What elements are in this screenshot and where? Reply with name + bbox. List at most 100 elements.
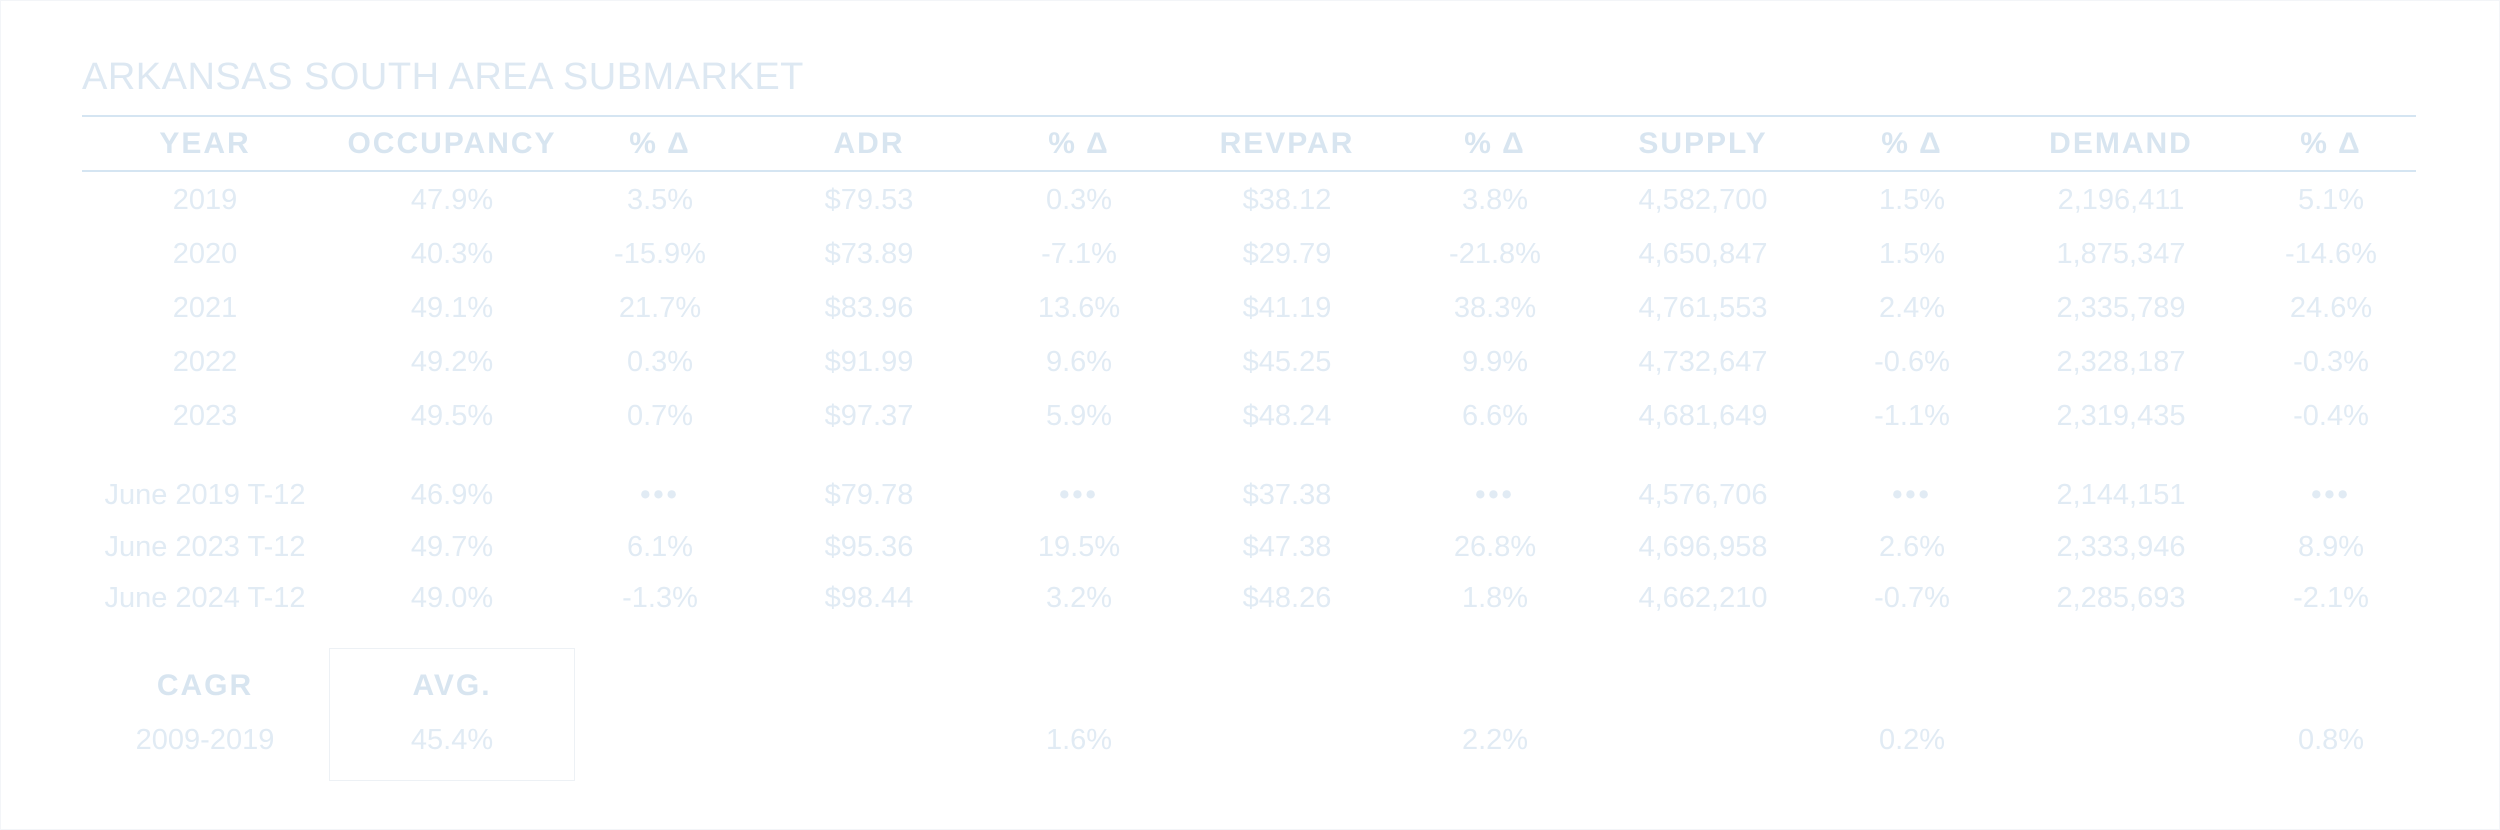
- table-cell: 4,662,210: [1638, 582, 1768, 614]
- table-cell: -14.6%: [2285, 238, 2377, 270]
- table-cell: 13.6%: [1037, 292, 1121, 324]
- column-header: ADR: [833, 127, 905, 160]
- average-label: AVG.: [412, 669, 492, 702]
- table-cell: 0.7%: [626, 400, 694, 432]
- column-header: DEMAND: [2049, 127, 2193, 160]
- table-cell: •••: [2311, 479, 2351, 511]
- table-cell: $91.99: [824, 346, 914, 378]
- table-cell: 2,328,187: [2056, 346, 2186, 378]
- header-bottom-rule: [82, 170, 2416, 172]
- table-cell: 2.6%: [1878, 531, 1946, 563]
- table-row: 2023 49.5% 0.7% $97.37 5.9% $48.24 6.6% 4,681,6…: [0, 391, 2500, 441]
- table-cell: •••: [1059, 479, 1099, 511]
- table-cell: 19.5%: [1037, 531, 1121, 563]
- table-title: ARKANSAS SOUTH AREA SUBMARKET: [82, 56, 804, 98]
- table-cell: 1.6%: [1045, 724, 1113, 756]
- table-cell: 21.7%: [618, 292, 702, 324]
- column-header: % Δ: [629, 127, 691, 160]
- table-cell: $45.25: [1242, 346, 1332, 378]
- column-header: % Δ: [2300, 127, 2362, 160]
- table-cell: -2.1%: [2293, 582, 2369, 614]
- table-cell: 1.5%: [1878, 184, 1946, 216]
- table-row: June 2024 T-12 49.0% -1.3% $98.44 3.2% $48.26…: [0, 573, 2500, 623]
- table-cell: 49.5%: [410, 400, 494, 432]
- table-cell: 38.3%: [1453, 292, 1537, 324]
- table-cell: 0.8%: [2297, 724, 2365, 756]
- table-cell: 2,285,693: [2056, 582, 2186, 614]
- table-cell: 6.6%: [1461, 400, 1529, 432]
- column-header: % Δ: [1048, 127, 1110, 160]
- table-cell: 4,696,958: [1638, 531, 1768, 563]
- table-cell: $98.44: [824, 582, 914, 614]
- table-cell: $79.78: [824, 479, 914, 511]
- table-cell: 4,761,553: [1638, 292, 1768, 324]
- table-cell: 1.5%: [1878, 238, 1946, 270]
- table-cell: $97.37: [824, 400, 914, 432]
- column-header: SUPPLY: [1638, 127, 1768, 160]
- cagr-label: CAGR: [156, 669, 254, 702]
- table-cell: 0.3%: [626, 346, 694, 378]
- table-cell: 5.1%: [2297, 184, 2365, 216]
- cagr-average-box: [329, 648, 575, 781]
- row-label: 2009-2019: [135, 724, 275, 756]
- table-cell: 2,196,411: [2057, 184, 2185, 216]
- column-header: OCCUPANCY: [347, 127, 557, 160]
- row-label: June 2019 T-12: [104, 479, 306, 511]
- table-cell: 1.8%: [1461, 582, 1529, 614]
- table-cell: 5.9%: [1045, 400, 1113, 432]
- header-row: YEAR OCCUPANCY % Δ ADR % Δ REVPAR % Δ SUPPLY % Δ…: [0, 119, 2500, 169]
- table-cell: -0.6%: [1874, 346, 1950, 378]
- table-cell: -15.9%: [614, 238, 706, 270]
- table-cell: $41.19: [1242, 292, 1332, 324]
- table-cell: $73.89: [824, 238, 914, 270]
- table-cell: 1,875,347: [2056, 238, 2186, 270]
- table-cell: -21.8%: [1449, 238, 1541, 270]
- row-label: 2022: [172, 346, 238, 378]
- table-cell: $29.79: [1242, 238, 1332, 270]
- table-cell: 47.9%: [410, 184, 494, 216]
- table-cell: 49.7%: [410, 531, 494, 563]
- table-cell: 4,576,706: [1638, 479, 1768, 511]
- table-row: 2021 49.1% 21.7% $83.96 13.6% $41.19 38.3% 4,76…: [0, 283, 2500, 333]
- table-cell: 0.2%: [1878, 724, 1946, 756]
- table-cell: -1.3%: [622, 582, 698, 614]
- table-cell: -0.7%: [1874, 582, 1950, 614]
- table-cell: 4,681,649: [1638, 400, 1768, 432]
- table-cell: $48.24: [1242, 400, 1332, 432]
- row-label: 2019: [172, 184, 238, 216]
- table-cell: 3.2%: [1045, 582, 1113, 614]
- column-header: % Δ: [1464, 127, 1526, 160]
- table-cell: 49.0%: [410, 582, 494, 614]
- table-cell: 40.3%: [410, 238, 494, 270]
- table-cell: 3.8%: [1461, 184, 1529, 216]
- table-cell: 24.6%: [2289, 292, 2373, 324]
- table-cell: $37.38: [1242, 479, 1332, 511]
- column-header: YEAR: [159, 127, 251, 160]
- table-row: 2022 49.2% 0.3% $91.99 9.6% $45.25 9.9% 4,732,6…: [0, 337, 2500, 387]
- table-cell: 8.9%: [2297, 531, 2365, 563]
- table-cell: $95.36: [824, 531, 914, 563]
- table-cell: 49.1%: [410, 292, 494, 324]
- table-cell: $83.96: [824, 292, 914, 324]
- column-header: % Δ: [1881, 127, 1943, 160]
- table-cell: 2,144,151: [2056, 479, 2186, 511]
- table-cell: -7.1%: [1041, 238, 1117, 270]
- table-cell: •••: [1892, 479, 1932, 511]
- table-cell: 2,333,946: [2056, 531, 2186, 563]
- table-cell: 2,319,435: [2056, 400, 2186, 432]
- table-cell: -1.1%: [1874, 400, 1950, 432]
- row-label: 2023: [172, 400, 238, 432]
- table-cell: •••: [640, 479, 680, 511]
- table-cell: 4,582,700: [1638, 184, 1768, 216]
- column-header: REVPAR: [1219, 127, 1355, 160]
- table-cell: $48.26: [1242, 582, 1332, 614]
- row-label: June 2024 T-12: [104, 582, 306, 614]
- table-cell: 45.4%: [410, 724, 494, 756]
- row-label: 2020: [172, 238, 238, 270]
- table-row: June 2023 T-12 49.7% 6.1% $95.36 19.5% $47.38…: [0, 522, 2500, 572]
- table-cell: 0.3%: [1045, 184, 1113, 216]
- table-cell: 9.6%: [1045, 346, 1113, 378]
- table-cell: 3.5%: [626, 184, 694, 216]
- row-label: June 2023 T-12: [104, 531, 306, 563]
- table-cell: 2,335,789: [2056, 292, 2186, 324]
